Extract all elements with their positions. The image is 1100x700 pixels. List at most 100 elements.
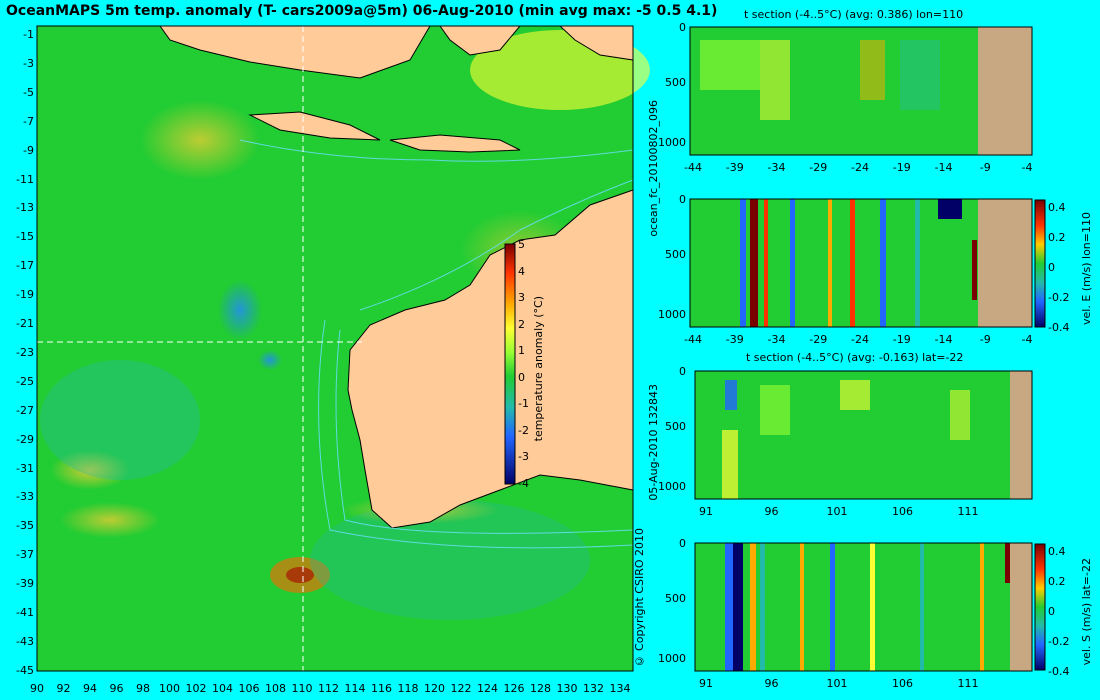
map-y-tick: -39 — [16, 577, 34, 591]
run-label: ocean_fc_20100802_096 — [647, 100, 660, 237]
panel-y-tick: 1000 — [658, 480, 686, 493]
map-y-tick: -15 — [16, 230, 34, 244]
map-x-tick: 110 — [291, 682, 313, 695]
colorbar-tick: 3 — [518, 291, 525, 304]
map-x-tick: 118 — [397, 682, 419, 695]
panel-y-tick: 0 — [679, 21, 686, 34]
map-y-tick: -13 — [16, 201, 34, 215]
map-y-tick: -25 — [16, 374, 34, 388]
map-y-tick: -27 — [16, 403, 34, 417]
panel-x-tick: -24 — [851, 333, 869, 346]
panel-x-tick: -24 — [851, 161, 869, 174]
map-y-tick: -7 — [23, 114, 34, 128]
panel-x-tick: 111 — [957, 677, 979, 690]
map-y-tick: -29 — [16, 432, 34, 446]
vel-e-label: vel. E (m/s) lon=110 — [1080, 212, 1093, 325]
panel-x-tick: 96 — [764, 505, 779, 518]
panel-x-tick: -14 — [934, 333, 953, 346]
panel-x-tick: -4 — [1021, 333, 1033, 346]
colorbar-tick: 4 — [518, 264, 525, 278]
map-colorbar-label: temperature anomaly (°C) — [532, 296, 545, 442]
colorbar-tick: -4 — [518, 476, 529, 490]
map-y-tick: -9 — [23, 143, 34, 157]
stamp-label: 05-Aug-2010 132843 — [647, 384, 660, 501]
panel-3-title: t section (-4..5°C) (avg: -0.163) lat=-2… — [746, 351, 964, 364]
map-x-tick: 112 — [318, 682, 339, 695]
map-x-tick: 124 — [477, 682, 498, 695]
velocity-colorbar-tick: -0.4 — [1048, 321, 1070, 334]
colorbar-tick: -1 — [518, 397, 529, 410]
panel-x-tick: 91 — [699, 677, 713, 690]
map-x-tick: 106 — [238, 682, 260, 695]
panel-y-tick: 500 — [665, 420, 686, 433]
panel-y-tick: 500 — [665, 592, 686, 605]
section-panel-4 — [694, 542, 1033, 672]
panel-y-tick: 0 — [679, 537, 686, 550]
velocity-colorbar-tick: 0 — [1048, 261, 1055, 274]
map-y-tick: -21 — [16, 317, 34, 330]
map-x-tick: 94 — [83, 682, 97, 695]
panel-y-tick: 0 — [679, 193, 686, 206]
main-title: OceanMAPS 5m temp. anomaly (T- cars2009a… — [6, 3, 718, 19]
velocity-colorbar-tick: 0.4 — [1048, 545, 1066, 558]
map-x-tick: 134 — [609, 682, 631, 695]
map-x-tick: 120 — [424, 682, 445, 695]
velocity-colorbar-tick: 0.2 — [1048, 231, 1066, 244]
panel-x-tick: 91 — [699, 505, 713, 518]
map-x-tick: 128 — [530, 682, 551, 695]
anomaly-map — [36, 25, 650, 672]
map-y-tick: -17 — [16, 259, 34, 273]
map-x-tick: 92 — [56, 682, 71, 695]
panel-x-tick: -29 — [809, 161, 828, 174]
map-x-tick: 116 — [371, 682, 392, 695]
velocity-colorbar-tick: -0.2 — [1048, 635, 1070, 648]
panel-x-tick: -9 — [979, 161, 991, 174]
section-panel-1 — [689, 26, 1033, 156]
map-y-tick: -5 — [23, 85, 34, 99]
map-colorbar — [504, 243, 516, 485]
vel-s-label: vel. S (m/s) lat=-22 — [1080, 558, 1093, 666]
velocity-colorbar-tick: 0.4 — [1048, 201, 1066, 214]
map-x-tick: 98 — [136, 682, 150, 695]
map-y-tick: -41 — [16, 606, 34, 619]
map-y-tick: -35 — [16, 519, 34, 533]
panel-y-tick: 1000 — [658, 136, 686, 149]
velocity-colorbar-tick: -0.4 — [1048, 665, 1070, 678]
section-panel-3 — [694, 370, 1033, 500]
colorbar-tick: -3 — [518, 450, 529, 463]
map-x-tick: 104 — [212, 682, 233, 695]
map-x-tick: 132 — [583, 682, 604, 695]
colorbar-tick: 0 — [518, 370, 525, 384]
map-y-tick: -23 — [16, 345, 34, 359]
map-x-tick: 122 — [450, 682, 472, 695]
velocity-colorbar-2 — [1034, 543, 1046, 671]
bathymetry-contours — [239, 139, 634, 549]
panel-x-tick: 96 — [764, 677, 779, 690]
map-x-tick: 100 — [159, 682, 180, 695]
panel-x-tick: -34 — [767, 333, 786, 346]
map-y-tick: -43 — [16, 634, 34, 648]
map-x-tick: 96 — [109, 682, 124, 695]
map-y-tick: -31 — [16, 461, 34, 475]
panel-x-tick: -44 — [684, 161, 702, 174]
map-x-tick: 108 — [265, 682, 286, 695]
panel-x-tick: -44 — [684, 333, 702, 346]
panel-x-tick: 106 — [892, 677, 913, 690]
panel-y-tick: 500 — [665, 76, 686, 89]
map-y-tick: -19 — [16, 288, 34, 302]
map-x-tick: 102 — [185, 682, 207, 695]
map-x-tick: 90 — [30, 682, 44, 695]
indonesia-land — [159, 25, 431, 79]
panel-y-tick: 1000 — [658, 308, 686, 321]
map-x-tick: 114 — [344, 682, 366, 695]
colorbar-tick: 5 — [518, 238, 525, 251]
panel-y-tick: 1000 — [658, 652, 686, 665]
velocity-colorbar-tick: 0 — [1048, 605, 1055, 618]
panel-x-tick: 106 — [892, 505, 913, 518]
map-y-tick: -3 — [23, 56, 34, 70]
panel-x-tick: -34 — [767, 161, 786, 174]
panel-x-tick: -39 — [725, 161, 744, 174]
anomaly-field — [40, 30, 650, 620]
map-y-tick: -1 — [23, 28, 34, 41]
map-y-tick: -45 — [16, 663, 34, 677]
